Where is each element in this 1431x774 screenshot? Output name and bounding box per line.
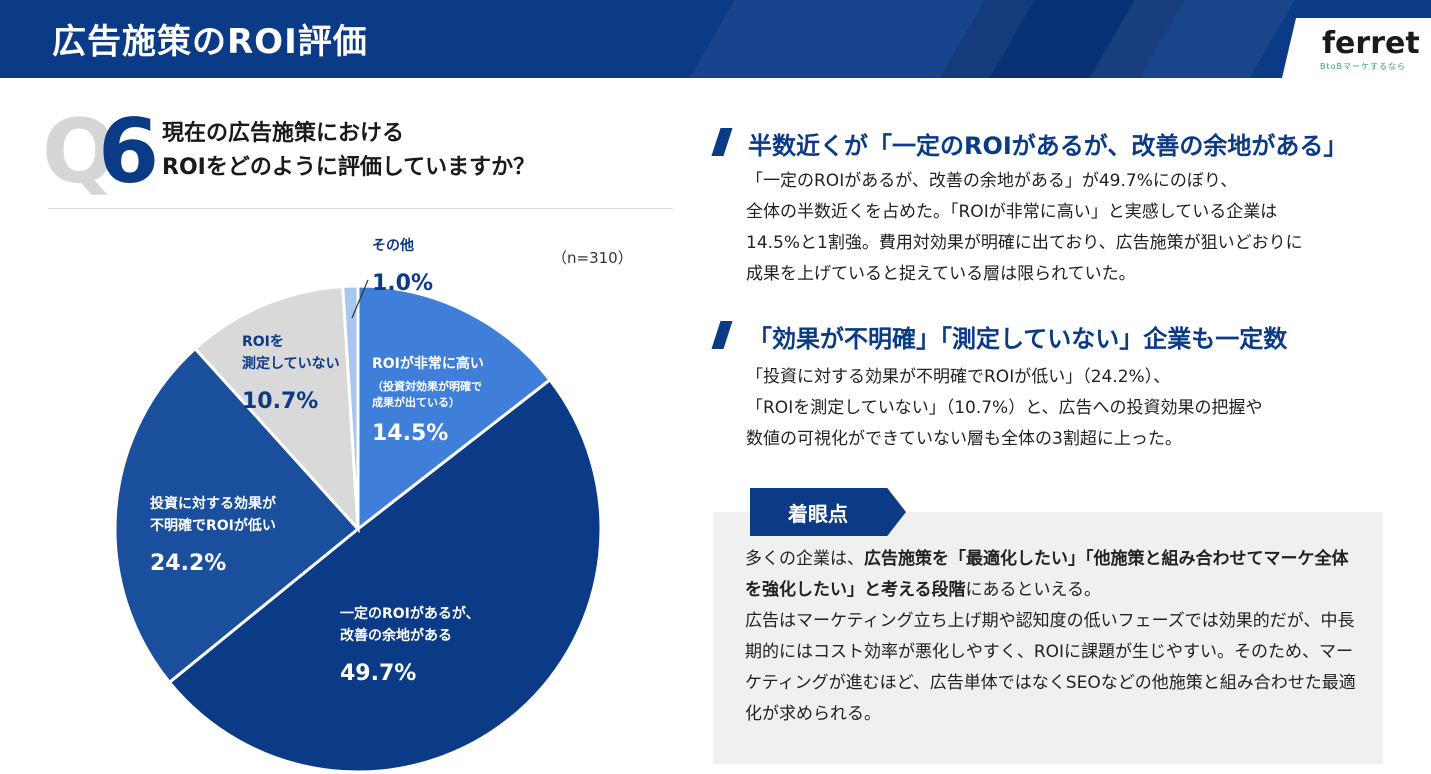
slice-value-label: 49.7%	[340, 661, 416, 686]
logo[interactable]: ferret	[1322, 26, 1420, 61]
slice-value-label: 10.7%	[242, 389, 318, 414]
pie-slice	[356, 284, 552, 533]
slice-category-label: （投資対効果が明確で	[372, 379, 482, 393]
question-line: 現在の広告施策における	[162, 121, 405, 146]
insight-body: 多くの企業は、広告施策を「最適化したい」「他施策と組み合わせてマーケ全体を強化し…	[745, 544, 1365, 730]
slice-category-label: 一定のROIがあるが、	[340, 605, 480, 622]
slice-category-label: 投資に対する効果が	[150, 495, 277, 512]
section-marker	[711, 128, 733, 156]
divider	[48, 208, 673, 209]
body-line: 「投資に対する効果が不明確でROIが低い」（24.2%）、	[746, 367, 1171, 387]
slice-category-label: ROIを	[242, 334, 284, 350]
slice-category-label: その他	[372, 237, 414, 254]
slice-category-label: 不明確でROIが低い	[150, 517, 276, 534]
question-watermark: Q	[42, 100, 117, 203]
pie-slice	[167, 377, 603, 774]
pie-slice	[113, 346, 361, 685]
logo-tagline: BtoBマーケするなら	[1320, 62, 1407, 71]
question-text: 現在の広告施策における ROIをどのように評価していますか？	[162, 117, 535, 185]
logo-panel	[1282, 18, 1431, 78]
insight-tag: 着眼点	[750, 488, 906, 536]
body-line: 全体の半数近くを占めた。「ROIが非常に高い」と実感している企業は	[746, 202, 1278, 222]
body-line: 数値の可視化ができていない層も全体の3割超に上った。	[746, 429, 1182, 449]
page-title: 広告施策のROI評価	[52, 22, 368, 62]
slice-category-label: 成果が出ている）	[372, 395, 460, 409]
section1-title: 半数近くが「一定のROIがあるが、改善の余地がある」	[748, 132, 1348, 160]
slice-category-label: ROIが非常に高い	[372, 355, 484, 372]
slice-value-label: 24.2%	[150, 551, 226, 576]
question-number: 6	[98, 100, 160, 203]
other-leader-line	[351, 279, 369, 319]
pie-slice	[341, 284, 360, 530]
body-line: 成果を上げていると捉えている層は限られていた。	[746, 264, 1136, 284]
pie-slices	[113, 284, 603, 774]
slice-value-label: 14.5%	[372, 421, 448, 446]
insight-text: 多くの企業は、	[745, 549, 864, 569]
slice-category-label: 測定していない	[242, 355, 340, 372]
pie-slice	[193, 284, 360, 534]
insight-text: 広告はマーケティング立ち上げ期や認知度の低いフェーズでは効果的だが、中長期的には…	[745, 611, 1356, 724]
header-bar: 広告施策のROI評価	[0, 0, 1431, 78]
insight-text: にあるといえる。	[965, 580, 1102, 600]
slice-category-label: 改善の余地がある	[340, 627, 452, 644]
body-line: 14.5%と1割強。費用対効果が明確に出ており、広告施策が狙いどおりに	[746, 233, 1303, 253]
section1-body: 「一定のROIがあるが、改善の余地がある」が49.7%にのぼり、 全体の半数近く…	[746, 166, 1303, 290]
body-line: 「ROIを測定していない」（10.7%）と、広告への投資効果の把握や	[746, 398, 1263, 418]
section2-body: 「投資に対する効果が不明確でROIが低い」（24.2%）、 「ROIを測定してい…	[746, 362, 1263, 455]
insight-emphasis: 広告施策を「最適化したい」「他施策と組み合わせてマーケ全体を強化したい」と考える…	[745, 549, 1349, 600]
slice-value-label: 1.0%	[372, 271, 433, 296]
sample-size: （n=310）	[552, 249, 633, 267]
section-marker	[711, 321, 733, 349]
question-line: ROIをどのように評価していますか？	[162, 155, 536, 180]
body-line: 「一定のROIがあるが、改善の余地がある」が49.7%にのぼり、	[746, 171, 1238, 191]
insight-box	[713, 512, 1383, 764]
section2-title: 「効果が不明確」「測定していない」企業も一定数	[748, 325, 1288, 353]
